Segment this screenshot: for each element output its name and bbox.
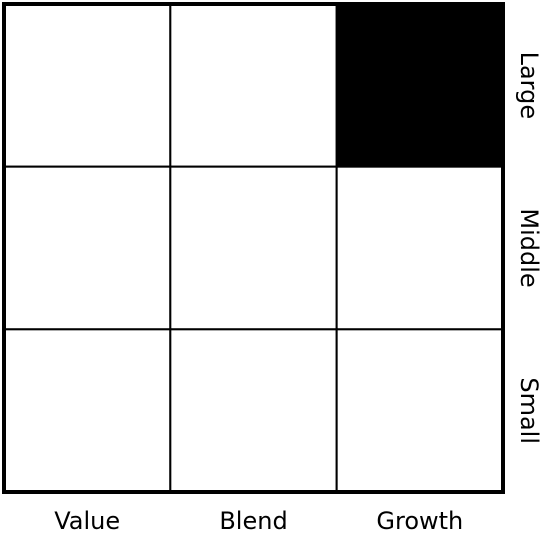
column-label: Value: [54, 507, 120, 535]
row-label: Middle: [515, 208, 543, 287]
cell: [169, 3, 338, 168]
cell: [3, 328, 172, 494]
cell: [3, 165, 172, 331]
cell: [335, 165, 504, 331]
outer-border: [2, 2, 505, 494]
cell: [169, 328, 338, 494]
row-label: Small: [515, 377, 543, 444]
column-label: Growth: [376, 507, 463, 535]
cell: [335, 328, 504, 494]
row-label: Large: [515, 52, 543, 120]
cell: [3, 3, 172, 168]
column-label: Blend: [219, 507, 287, 535]
cell: [169, 165, 338, 331]
cell: [335, 3, 504, 168]
